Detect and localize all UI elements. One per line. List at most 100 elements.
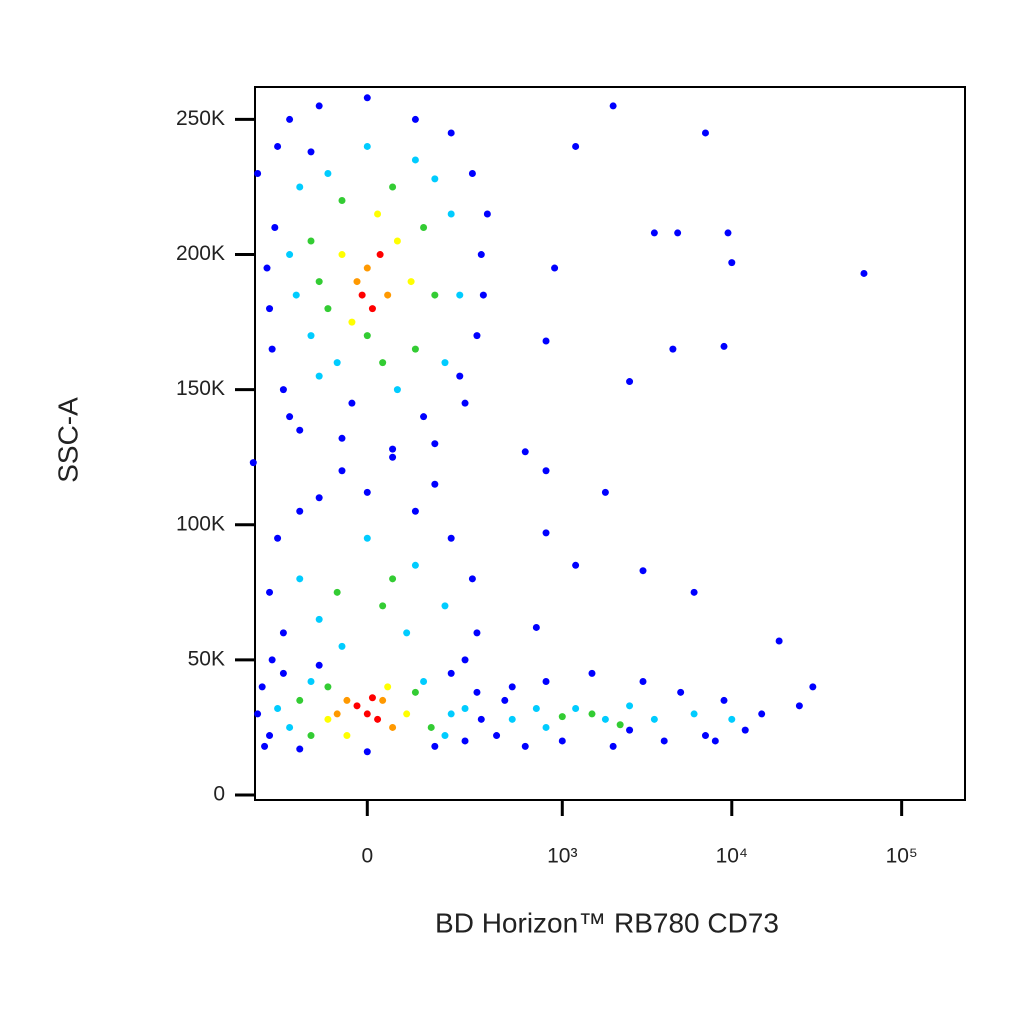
- event-dot: [307, 332, 315, 340]
- event-dot: [741, 726, 749, 734]
- event-dot: [701, 732, 709, 740]
- event-dot: [669, 345, 677, 353]
- event-dot: [420, 413, 428, 421]
- event-dot: [389, 453, 397, 461]
- event-dot: [411, 345, 419, 353]
- event-dot: [266, 588, 274, 596]
- event-dot: [558, 713, 566, 721]
- event-dot: [324, 305, 332, 313]
- event-dot: [477, 251, 485, 259]
- event-dot: [363, 142, 371, 150]
- event-dot: [363, 748, 371, 756]
- event-dot: [254, 710, 262, 718]
- y-axis-title: SSC-A: [52, 397, 83, 483]
- event-dot: [461, 656, 469, 664]
- plot-frame: [254, 86, 966, 801]
- event-dot: [542, 337, 550, 345]
- y-tick-label: 50K: [188, 647, 225, 670]
- event-dot: [268, 656, 276, 664]
- event-dot: [720, 696, 728, 704]
- event-dot: [758, 710, 766, 718]
- event-dot: [626, 378, 634, 386]
- event-dot: [338, 251, 346, 259]
- event-dot: [296, 745, 304, 753]
- event-dot: [427, 723, 435, 731]
- event-dot: [315, 372, 323, 380]
- event-dot: [338, 434, 346, 442]
- event-dot: [431, 175, 439, 183]
- event-dot: [690, 710, 698, 718]
- x-tick-label: 10⁵: [886, 845, 918, 868]
- event-dot: [616, 721, 624, 729]
- event-dot: [389, 183, 397, 191]
- event-dot: [384, 683, 392, 691]
- event-dot: [411, 507, 419, 515]
- event-dot: [296, 507, 304, 515]
- y-tick-label: 200K: [176, 242, 225, 265]
- event-dot: [315, 494, 323, 502]
- x-tick-label: 10³: [547, 845, 577, 868]
- event-dot: [447, 534, 455, 542]
- x-axis-title: BD Horizon™ RB780 CD73: [435, 907, 779, 938]
- event-dot: [431, 480, 439, 488]
- event-dot: [338, 467, 346, 475]
- event-dot: [420, 224, 428, 232]
- event-dot: [249, 459, 257, 467]
- event-dot: [353, 278, 361, 286]
- event-dot: [324, 683, 332, 691]
- event-dot: [468, 575, 476, 583]
- event-dot: [461, 737, 469, 745]
- event-dot: [441, 602, 449, 610]
- event-dot: [274, 142, 282, 150]
- event-dot: [542, 529, 550, 537]
- y-tick-label: 100K: [176, 512, 225, 535]
- event-dot: [795, 702, 803, 710]
- event-dot: [479, 291, 487, 299]
- event-dot: [411, 561, 419, 569]
- event-dot: [333, 359, 341, 367]
- event-dot: [376, 251, 384, 259]
- event-dot: [403, 710, 411, 718]
- event-dot: [363, 534, 371, 542]
- event-dot: [393, 386, 401, 394]
- event-dot: [724, 229, 732, 237]
- event-dot: [626, 726, 634, 734]
- event-dot: [315, 615, 323, 623]
- event-dot: [274, 705, 282, 713]
- event-dot: [477, 715, 485, 723]
- event-dot: [809, 683, 817, 691]
- event-dot: [286, 413, 294, 421]
- event-dot: [338, 642, 346, 650]
- event-dot: [363, 264, 371, 272]
- event-dot: [389, 575, 397, 583]
- event-dot: [286, 251, 294, 259]
- event-dot: [292, 291, 300, 299]
- event-dot: [542, 467, 550, 475]
- event-dot: [307, 732, 315, 740]
- event-dot: [551, 264, 559, 272]
- event-dot: [521, 448, 529, 456]
- event-dot: [711, 737, 719, 745]
- event-dot: [274, 534, 282, 542]
- event-dot: [701, 129, 709, 137]
- event-dot: [379, 359, 387, 367]
- event-dot: [315, 661, 323, 669]
- event-dot: [384, 291, 392, 299]
- event-dot: [315, 102, 323, 110]
- event-dot: [456, 372, 464, 380]
- event-dot: [343, 732, 351, 740]
- event-dot: [532, 705, 540, 713]
- event-dot: [473, 332, 481, 340]
- event-dot: [333, 710, 341, 718]
- event-dot: [268, 345, 276, 353]
- event-dot: [626, 702, 634, 710]
- event-dot: [296, 426, 304, 434]
- event-dot: [508, 683, 516, 691]
- event-dot: [532, 623, 540, 631]
- event-dot: [542, 678, 550, 686]
- event-dot: [674, 229, 682, 237]
- event-dot: [447, 669, 455, 677]
- event-dot: [461, 705, 469, 713]
- event-dot: [447, 129, 455, 137]
